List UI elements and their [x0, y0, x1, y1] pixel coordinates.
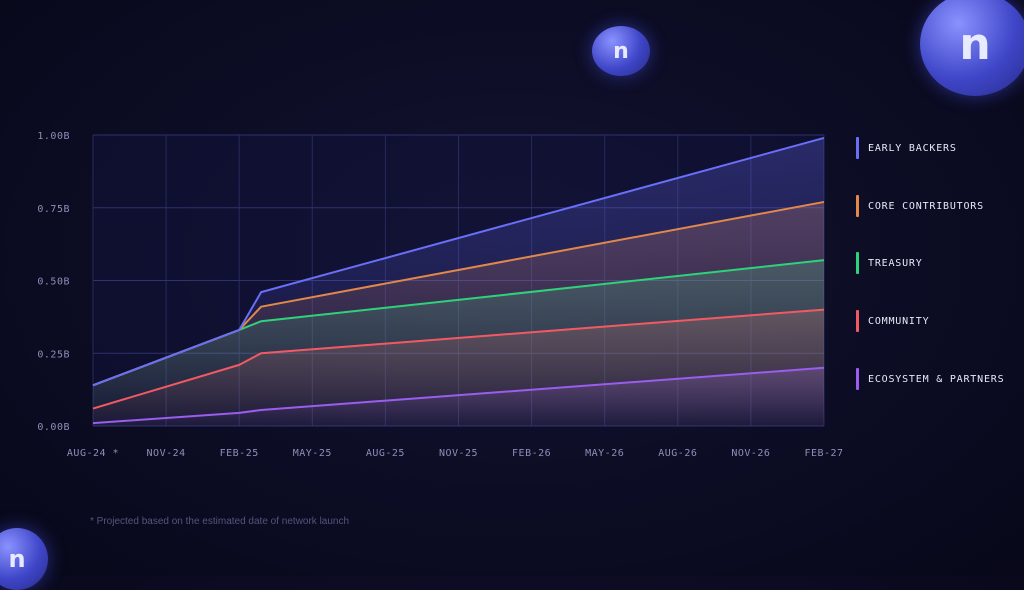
legend-label: TREASURY [868, 257, 923, 269]
legend-label: ECOSYSTEM & PARTNERS [868, 373, 1005, 385]
y-tick-label: 1.00B [37, 131, 70, 142]
series-line [92, 308, 825, 410]
legend-swatch [856, 195, 859, 217]
legend-label: EARLY BACKERS [868, 142, 957, 154]
x-tick-label: FEB-25 [220, 448, 259, 459]
x-tick-label: FEB-27 [804, 448, 843, 459]
x-tick-label: FEB-26 [512, 448, 551, 459]
legend-swatch [856, 137, 859, 159]
legend-label: COMMUNITY [868, 315, 930, 327]
y-tick-label: 0.25B [37, 349, 70, 360]
logo-coin-icon: n [592, 26, 650, 76]
x-tick-label: NOV-26 [731, 448, 770, 459]
series-area [93, 137, 824, 426]
x-tick-label: AUG-25 [366, 448, 405, 459]
y-tick-label: 0.75B [37, 204, 70, 215]
footnote: * Projected based on the estimated date … [90, 516, 350, 527]
x-tick-label: AUG-24 * [67, 448, 119, 459]
legend-item-community: COMMUNITY [856, 309, 929, 333]
x-tick-label: MAY-25 [293, 448, 332, 459]
vesting-chart: 0.00B 0.25B 0.50B 0.75B 1.00B AUG-24 * NOV-24 F… [37, 131, 843, 459]
y-tick-label: 0.00B [37, 422, 70, 433]
legend-item-treasury: TREASURY [856, 251, 923, 275]
legend-swatch [856, 368, 859, 390]
x-tick-label: NOV-24 [147, 448, 186, 459]
x-tick-label: AUG-26 [658, 448, 697, 459]
legend-label: CORE CONTRIBUTORS [868, 200, 984, 212]
y-tick-label: 0.50B [37, 277, 70, 288]
series-line [92, 366, 825, 425]
x-tick-label: MAY-26 [585, 448, 624, 459]
legend-swatch [856, 252, 859, 274]
x-tick-label: NOV-25 [439, 448, 478, 459]
legend-item-early-backers: EARLY BACKERS [856, 136, 957, 160]
legend-item-core-contributors: CORE CONTRIBUTORS [856, 194, 984, 218]
logo-coin-icon: n [920, 0, 1024, 96]
legend-swatch [856, 310, 859, 332]
legend-item-ecosystem-partners: ECOSYSTEM & PARTNERS [856, 367, 1004, 391]
series-line [92, 136, 825, 387]
